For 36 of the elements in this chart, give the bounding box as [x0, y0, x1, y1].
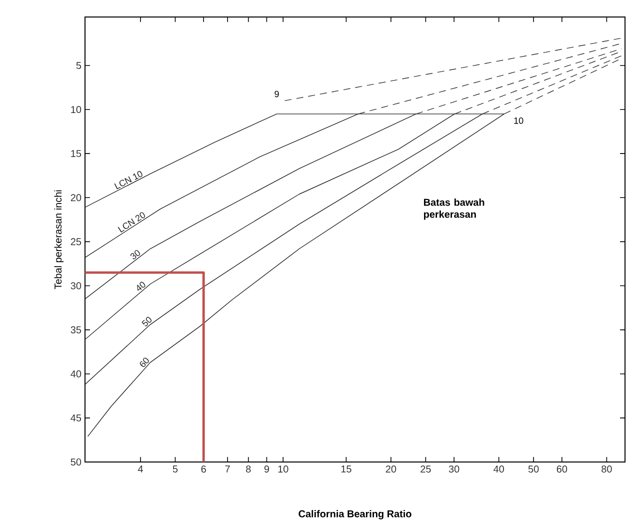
x-tick-label: 80 — [602, 466, 612, 473]
x-tick-label: 25 — [420, 466, 431, 473]
annotation: 9 — [274, 90, 279, 98]
y-tick-label: 30 — [70, 282, 82, 290]
text: 40 — [137, 282, 146, 291]
text: LCN 20 — [118, 212, 145, 233]
x-tick-label: 7 — [225, 466, 230, 472]
x-tick-label: 4 — [138, 466, 143, 472]
y-tick-label: 50 — [70, 458, 82, 466]
x-tick-label: 50 — [528, 466, 539, 473]
x-axis-title: California Bearing Ratio — [298, 510, 412, 520]
annotation: 10 — [514, 117, 524, 124]
x-tick-label: 15 — [341, 466, 352, 472]
y-tick-label: 45 — [70, 414, 82, 422]
text: 50 — [142, 316, 152, 326]
y-axis-title: Tebal perkerasan inchi — [54, 190, 64, 290]
x-tick-label: 5 — [172, 466, 178, 472]
y-tick-label: 20 — [70, 194, 82, 202]
text: LCN 10 — [114, 171, 142, 190]
y-tick-label: 25 — [70, 238, 82, 246]
x-tick-label: 8 — [246, 466, 251, 473]
y-tick-label: 5 — [76, 62, 82, 69]
annotation: Batas bawah perkerasan — [424, 198, 484, 220]
x-tick-label: 30 — [448, 466, 460, 473]
x-tick-label: 40 — [494, 466, 504, 473]
y-tick-label: 10 — [71, 106, 82, 114]
y-tick-label: 35 — [70, 326, 82, 334]
text: 60 — [140, 358, 149, 367]
x-tick-label: 60 — [556, 466, 568, 473]
x-tick-label: 9 — [264, 466, 270, 473]
x-tick-label: 20 — [386, 466, 396, 473]
text: 30 — [130, 250, 140, 260]
x-tick-label: 10 — [278, 466, 288, 473]
y-tick-label: 15 — [71, 150, 82, 158]
x-tick-label: 6 — [201, 466, 206, 473]
y-tick-label: 40 — [70, 370, 82, 378]
